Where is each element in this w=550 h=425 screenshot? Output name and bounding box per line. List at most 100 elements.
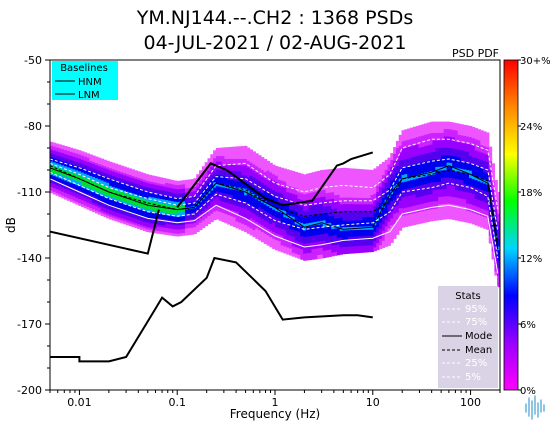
pdf-cell bbox=[168, 202, 172, 206]
pdf-cell bbox=[485, 139, 490, 145]
pdf-cell bbox=[367, 194, 372, 199]
pdf-cell bbox=[395, 140, 400, 146]
pdf-cell bbox=[97, 157, 102, 161]
pdf-cell bbox=[280, 206, 285, 211]
pdf-cell bbox=[80, 168, 85, 171]
lnm-lowfreq-line bbox=[50, 209, 160, 255]
pdf-cell bbox=[342, 184, 346, 189]
pdf-cell bbox=[182, 226, 186, 230]
pdf-cell bbox=[61, 179, 65, 183]
pdf-cell bbox=[477, 173, 481, 179]
pdf-cell bbox=[477, 181, 481, 186]
pdf-cell bbox=[497, 213, 500, 219]
pdf-cell bbox=[230, 207, 234, 211]
pdf-cell bbox=[193, 212, 197, 215]
pdf-cell bbox=[207, 183, 211, 187]
pdf-cell bbox=[359, 229, 363, 234]
pdf-cell bbox=[331, 172, 335, 177]
pdf-cell bbox=[201, 168, 206, 172]
pdf-cell bbox=[407, 128, 411, 133]
pdf-cell bbox=[187, 183, 192, 187]
pdf-cell bbox=[362, 217, 366, 221]
pdf-cell bbox=[151, 177, 155, 181]
pdf-cell bbox=[125, 198, 130, 202]
pdf-cell bbox=[199, 227, 203, 231]
pdf-cell bbox=[334, 168, 338, 173]
pdf-cell bbox=[190, 198, 195, 201]
pdf-cell bbox=[244, 224, 248, 229]
pdf-cell bbox=[418, 155, 422, 160]
pdf-cell bbox=[393, 168, 397, 173]
pdf-cell bbox=[373, 212, 377, 217]
pdf-cell bbox=[125, 218, 130, 221]
pdf-cell bbox=[497, 242, 500, 248]
pdf-cell bbox=[52, 156, 57, 160]
pdf-cell bbox=[168, 224, 172, 227]
pdf-cell bbox=[196, 220, 200, 224]
pdf-cell bbox=[415, 129, 420, 135]
pdf-cell bbox=[342, 240, 346, 245]
pdf-cell bbox=[474, 128, 479, 133]
pdf-cell bbox=[128, 223, 133, 227]
pdf-cell bbox=[230, 161, 234, 166]
pdf-cell bbox=[286, 192, 290, 196]
pdf-cell bbox=[168, 217, 172, 221]
pdf-cell bbox=[241, 204, 245, 209]
pdf-cell bbox=[474, 180, 479, 185]
pdf-cell bbox=[173, 184, 178, 188]
pdf-cell bbox=[269, 185, 273, 190]
pdf-cell bbox=[429, 148, 434, 153]
pdf-cell bbox=[370, 245, 375, 249]
pdf-cell bbox=[196, 187, 200, 191]
pdf-cell bbox=[162, 218, 166, 222]
pdf-cell bbox=[466, 199, 470, 205]
pdf-cell bbox=[50, 173, 54, 176]
pdf-cell bbox=[72, 196, 76, 200]
pdf-cell bbox=[297, 235, 301, 240]
pdf-cell bbox=[424, 157, 428, 162]
pdf-cell bbox=[179, 186, 183, 190]
pdf-cell bbox=[117, 213, 121, 216]
pdf-cell bbox=[384, 239, 389, 244]
pdf-cell bbox=[404, 215, 408, 220]
pdf-cell bbox=[272, 245, 276, 249]
pdf-cell bbox=[86, 170, 90, 174]
pdf-cell bbox=[291, 229, 296, 234]
pdf-cell bbox=[407, 165, 411, 171]
pdf-cell bbox=[134, 223, 138, 226]
pdf-cell bbox=[277, 224, 282, 229]
pdf-cell bbox=[283, 246, 287, 251]
pdf-cell bbox=[305, 193, 310, 198]
pdf-cell bbox=[469, 219, 473, 224]
pdf-cell bbox=[165, 189, 169, 193]
pdf-cell bbox=[294, 227, 299, 232]
pdf-cell bbox=[474, 169, 479, 174]
pdf-cell bbox=[277, 237, 282, 242]
pdf-cell bbox=[339, 244, 344, 249]
pdf-cell bbox=[390, 187, 394, 192]
pdf-cell bbox=[370, 169, 375, 174]
pdf-cell bbox=[426, 122, 431, 128]
pdf-cell bbox=[218, 217, 223, 221]
pdf-cell bbox=[255, 192, 259, 197]
pdf-cell bbox=[303, 204, 307, 208]
pdf-cell bbox=[485, 169, 490, 174]
pdf-cell bbox=[381, 171, 386, 176]
pdf-cell bbox=[336, 174, 341, 179]
pdf-cell bbox=[78, 201, 82, 204]
pdf-cell bbox=[359, 223, 363, 228]
pdf-cell bbox=[235, 183, 240, 188]
pdf-cell bbox=[277, 195, 282, 200]
pdf-cell bbox=[365, 226, 369, 231]
pdf-cell bbox=[134, 220, 138, 224]
pdf-cell bbox=[244, 152, 248, 157]
pdf-cell bbox=[477, 188, 481, 194]
pdf-cell bbox=[244, 205, 248, 210]
pdf-cell bbox=[103, 168, 107, 172]
pdf-cell bbox=[381, 217, 386, 222]
pdf-cell bbox=[387, 198, 391, 203]
pdf-cell bbox=[213, 190, 217, 194]
pdf-cell bbox=[50, 153, 54, 157]
pdf-cell bbox=[308, 219, 313, 224]
pdf-cell bbox=[379, 206, 383, 211]
